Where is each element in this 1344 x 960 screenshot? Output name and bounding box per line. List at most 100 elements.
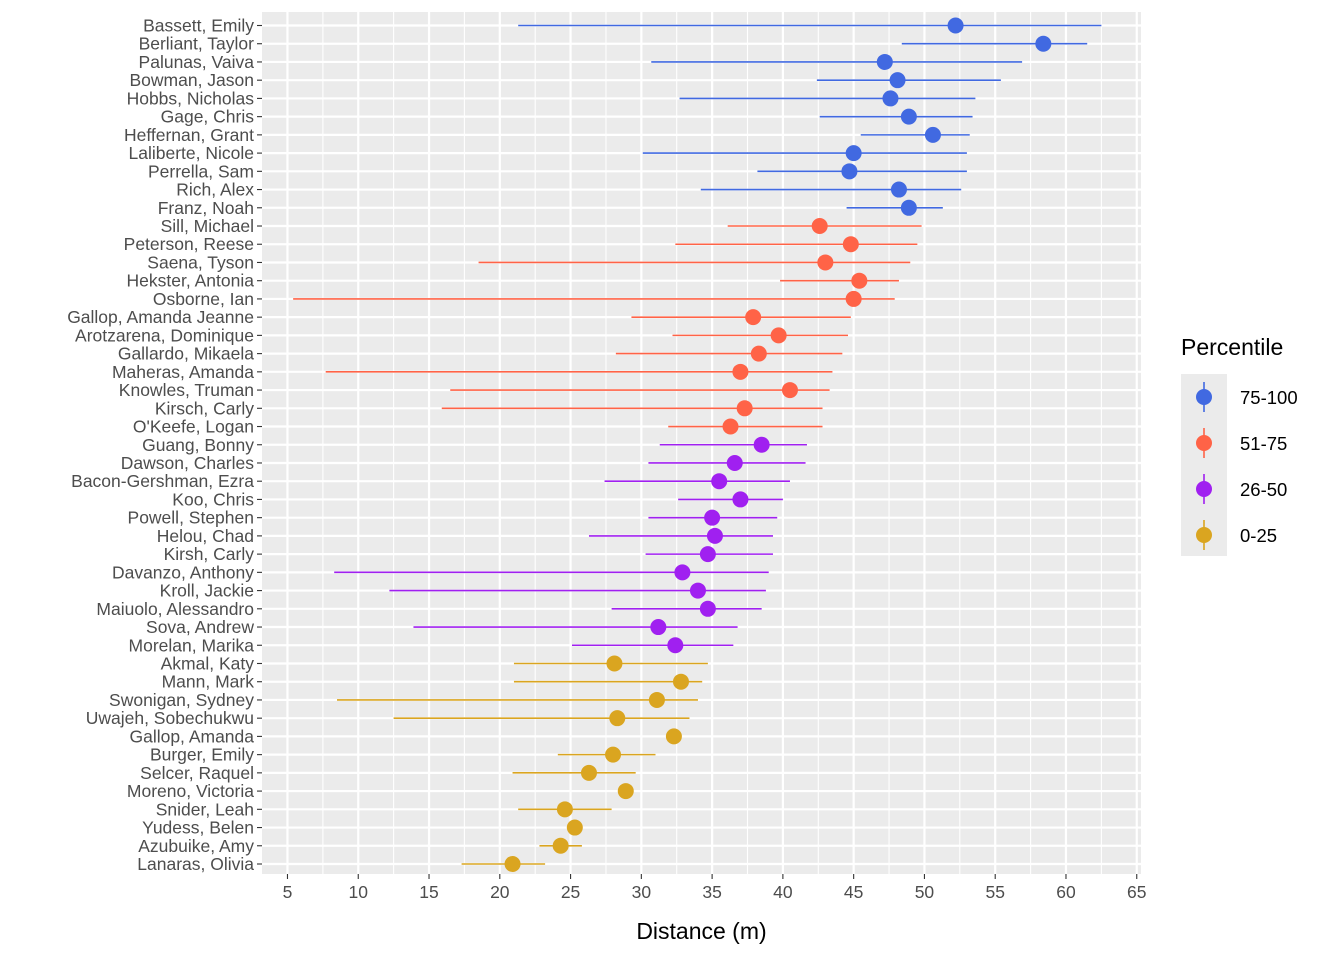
data-point bbox=[726, 454, 743, 471]
data-point bbox=[580, 764, 597, 781]
legend: Percentile 75-100 51-75 26-50 0-25 bbox=[1181, 334, 1298, 556]
y-tick-label: Arotzarena, Dominique bbox=[75, 325, 254, 345]
x-tick-label: 50 bbox=[915, 882, 935, 902]
x-tick-label: 10 bbox=[349, 882, 369, 902]
point-range bbox=[648, 454, 806, 471]
y-tick-label: Laliberte, Nicole bbox=[129, 143, 254, 163]
x-tick-label: 20 bbox=[490, 882, 510, 902]
data-point bbox=[722, 418, 739, 435]
data-point bbox=[876, 53, 893, 70]
point-range bbox=[441, 400, 823, 417]
data-point bbox=[617, 783, 634, 800]
legend-item: 26-50 bbox=[1196, 474, 1287, 504]
x-tick-label: 40 bbox=[773, 882, 793, 902]
data-point bbox=[556, 801, 573, 818]
y-tick-label: Rich, Alex bbox=[176, 180, 254, 200]
y-tick-label: Palunas, Vaiva bbox=[139, 52, 255, 72]
point-range bbox=[819, 108, 973, 125]
y-tick-label: Bacon-Gershman, Ezra bbox=[71, 471, 254, 491]
data-point bbox=[882, 90, 899, 107]
data-point bbox=[667, 637, 684, 654]
y-tick-label: O'Keefe, Logan bbox=[133, 417, 254, 437]
point-range bbox=[539, 837, 582, 854]
x-tick-label: 60 bbox=[1056, 882, 1076, 902]
gridlines bbox=[262, 12, 1141, 874]
point-range bbox=[675, 236, 918, 253]
point-range bbox=[588, 527, 773, 544]
point-range bbox=[518, 801, 612, 818]
data-point bbox=[900, 199, 917, 216]
y-tick-label: Mann, Mark bbox=[162, 672, 255, 692]
point-range bbox=[727, 218, 922, 235]
legend-key-point bbox=[1196, 435, 1212, 451]
data-point bbox=[650, 619, 667, 636]
data-point bbox=[851, 272, 868, 289]
y-tick-label: Maiuolo, Alessandro bbox=[96, 599, 254, 619]
data-point bbox=[845, 145, 862, 162]
point-range bbox=[450, 382, 830, 399]
data-point bbox=[900, 108, 917, 125]
data-point bbox=[689, 582, 706, 599]
y-tick-label: Morelan, Marika bbox=[129, 635, 255, 655]
y-tick-label: Hobbs, Nicholas bbox=[127, 88, 255, 108]
point-range bbox=[293, 290, 895, 307]
data-point bbox=[648, 691, 665, 708]
legend-item: 75-100 bbox=[1196, 382, 1298, 412]
legend-items: 75-100 51-75 26-50 0-25 bbox=[1181, 374, 1298, 556]
point-range bbox=[513, 655, 708, 672]
y-tick-label: Osborne, Ian bbox=[153, 289, 254, 309]
data-point bbox=[552, 837, 569, 854]
data-point bbox=[606, 655, 623, 672]
data-point bbox=[781, 382, 798, 399]
point-range bbox=[478, 254, 911, 271]
point-range bbox=[325, 363, 833, 380]
legend-label: 51-75 bbox=[1240, 433, 1287, 454]
y-tick-label: Maheras, Amanda bbox=[112, 362, 254, 382]
data-point bbox=[750, 345, 767, 362]
y-tick-label: Lanaras, Olivia bbox=[137, 854, 254, 874]
point-range bbox=[518, 17, 1102, 34]
y-tick-label: Powell, Stephen bbox=[128, 508, 254, 528]
data-point bbox=[736, 400, 753, 417]
point-range bbox=[668, 418, 823, 435]
x-tick-label: 45 bbox=[844, 882, 863, 902]
y-tick-label: Berliant, Taylor bbox=[139, 34, 255, 54]
y-tick-label: Hekster, Antonia bbox=[127, 271, 255, 291]
point-range bbox=[566, 819, 583, 836]
x-tick-label: 15 bbox=[419, 882, 438, 902]
legend-key-point bbox=[1196, 481, 1212, 497]
point-range bbox=[611, 600, 762, 617]
y-tick-label: Gage, Chris bbox=[161, 107, 255, 127]
x-tick-label: 25 bbox=[561, 882, 580, 902]
y-tick-label: Uwajeh, Sobechukwu bbox=[86, 708, 254, 728]
point-range bbox=[512, 764, 636, 781]
point-range bbox=[665, 728, 682, 745]
y-tick-label: Kroll, Jackie bbox=[160, 581, 254, 601]
point-range bbox=[648, 509, 778, 526]
y-tick-label: Gallardo, Mikaela bbox=[118, 344, 254, 364]
x-tick-label: 65 bbox=[1127, 882, 1146, 902]
data-point bbox=[706, 527, 723, 544]
legend-item: 0-25 bbox=[1196, 520, 1277, 550]
data-point bbox=[609, 710, 626, 727]
legend-item: 51-75 bbox=[1196, 428, 1287, 458]
point-range bbox=[389, 582, 766, 599]
data-point bbox=[711, 473, 728, 490]
y-tick-label: Gallop, Amanda Jeanne bbox=[67, 307, 254, 327]
legend-title: Percentile bbox=[1181, 334, 1283, 360]
y-tick-label: Moreno, Victoria bbox=[127, 781, 254, 801]
x-tick-label: 5 bbox=[283, 882, 293, 902]
data-point bbox=[889, 72, 906, 89]
data-point bbox=[753, 436, 770, 453]
legend-label: 26-50 bbox=[1240, 479, 1287, 500]
data-point bbox=[770, 327, 787, 344]
y-tick-label: Sill, Michael bbox=[161, 216, 254, 236]
point-range bbox=[846, 199, 943, 216]
data-point bbox=[732, 363, 749, 380]
data-point bbox=[924, 126, 941, 143]
data-point bbox=[674, 564, 691, 581]
data-point bbox=[842, 236, 859, 253]
y-tick-label: Bowman, Jason bbox=[129, 70, 254, 90]
